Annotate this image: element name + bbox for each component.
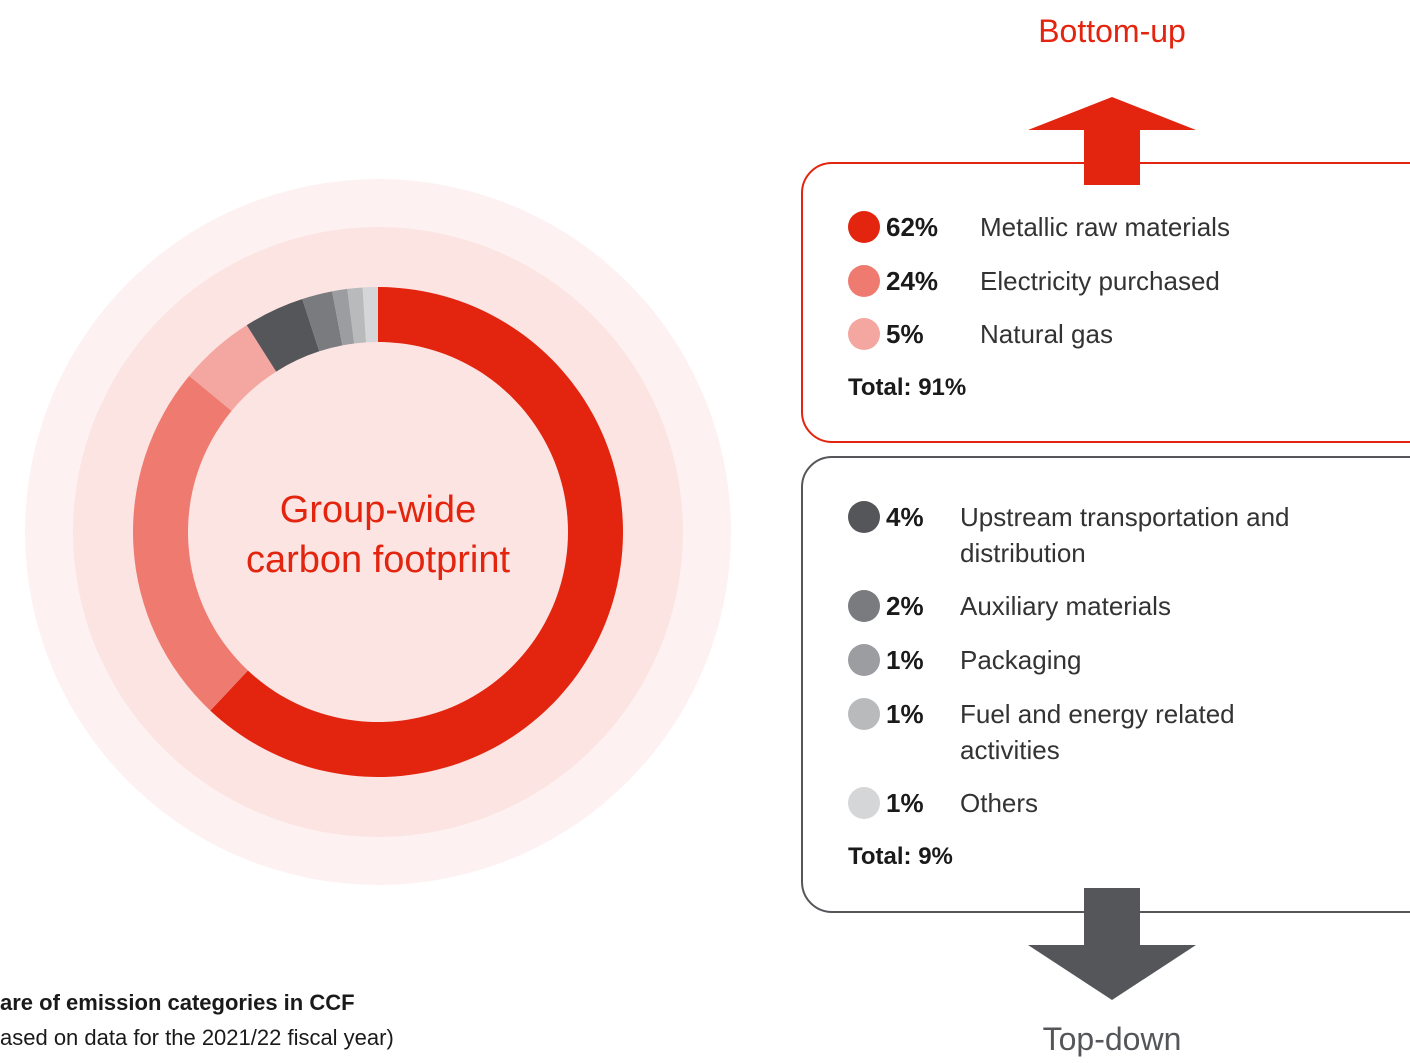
group-label: Top-down bbox=[1043, 1021, 1182, 1057]
legend-swatch bbox=[848, 211, 880, 243]
legend-label: Auxiliary materials bbox=[960, 591, 1171, 621]
caption: ased on data for the 2021/22 fiscal year… bbox=[0, 1025, 394, 1050]
legend-value: 4% bbox=[886, 502, 924, 532]
donut-segment bbox=[302, 291, 343, 352]
donut-segment bbox=[332, 288, 355, 346]
legend-value: 1% bbox=[886, 699, 924, 729]
group-label: Bottom-up bbox=[1038, 13, 1186, 49]
legend-swatch bbox=[848, 265, 880, 297]
donut-segment bbox=[210, 287, 624, 777]
legend-label: Packaging bbox=[960, 645, 1082, 675]
donut-segment bbox=[189, 325, 277, 411]
donut-segment bbox=[347, 287, 367, 344]
arrow-down bbox=[1028, 888, 1196, 1000]
legend-value: 2% bbox=[886, 591, 924, 621]
group-total: Total: 9% bbox=[848, 843, 953, 870]
legend-swatch bbox=[848, 787, 880, 819]
legend-value: 1% bbox=[886, 645, 924, 675]
legend-value: 5% bbox=[886, 319, 924, 349]
legend-label: Electricity purchased bbox=[980, 266, 1220, 296]
legend-swatch bbox=[848, 698, 880, 730]
legend-label: Fuel and energy related activities bbox=[960, 699, 1235, 765]
legend-swatch bbox=[848, 501, 880, 533]
donut-segment bbox=[362, 287, 378, 343]
legend-value: 24% bbox=[886, 266, 939, 296]
legend-swatch bbox=[848, 590, 880, 622]
group-total: Total: 91% bbox=[848, 374, 967, 401]
legend-swatch bbox=[848, 318, 880, 350]
center-label: carbon footprint bbox=[246, 539, 510, 581]
legend-value: 1% bbox=[886, 788, 924, 818]
legend-label: Upstream transportation and distribution bbox=[960, 502, 1290, 568]
arrow-up bbox=[1028, 97, 1196, 185]
legend-label: Metallic raw materials bbox=[980, 212, 1230, 242]
legend-label: Natural gas bbox=[980, 319, 1113, 349]
caption: are of emission categories in CCF bbox=[0, 990, 355, 1015]
legend-value: 62% bbox=[886, 212, 939, 242]
donut-segment bbox=[246, 298, 320, 372]
legend-swatch bbox=[848, 644, 880, 676]
donut-segment bbox=[132, 375, 248, 711]
center-label: Group-wide bbox=[280, 489, 476, 531]
legend-label: Others bbox=[960, 788, 1039, 818]
